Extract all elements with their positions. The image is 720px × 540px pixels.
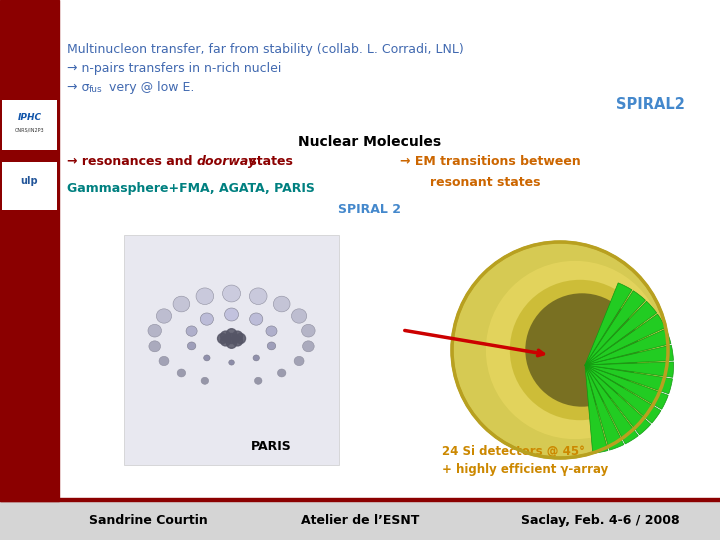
Ellipse shape (266, 326, 277, 336)
Circle shape (227, 334, 237, 343)
Wedge shape (585, 365, 668, 409)
Wedge shape (585, 365, 608, 453)
Ellipse shape (249, 288, 267, 305)
Ellipse shape (254, 377, 262, 384)
Text: Gammasphere+FMA, AGATA, PARIS: Gammasphere+FMA, AGATA, PARIS (67, 182, 315, 195)
Wedge shape (585, 301, 657, 365)
Text: Nuclear Molecules: Nuclear Molecules (298, 135, 441, 149)
Circle shape (233, 336, 243, 346)
Wedge shape (585, 314, 665, 365)
Ellipse shape (177, 369, 186, 377)
Ellipse shape (250, 313, 263, 325)
Text: → σ: → σ (67, 81, 89, 94)
Ellipse shape (452, 242, 668, 458)
Ellipse shape (148, 325, 161, 337)
Wedge shape (585, 291, 645, 365)
Text: → resonances and: → resonances and (67, 155, 197, 168)
Wedge shape (585, 362, 673, 377)
Ellipse shape (277, 369, 286, 377)
Bar (2, 162, 57, 210)
Wedge shape (585, 365, 661, 423)
Wedge shape (585, 345, 673, 365)
Text: ulp: ulp (21, 176, 38, 186)
Ellipse shape (200, 313, 213, 325)
Circle shape (233, 331, 243, 341)
Ellipse shape (267, 342, 276, 350)
Wedge shape (585, 283, 632, 365)
Text: Multinucleon transfer, far from stability (collab. L. Corradi, LNL): Multinucleon transfer, far from stabilit… (67, 43, 464, 56)
Bar (0, 501, 720, 540)
Circle shape (227, 338, 237, 348)
Text: fus: fus (89, 85, 103, 94)
Ellipse shape (294, 356, 304, 366)
Text: SPIRAL 2: SPIRAL 2 (338, 203, 402, 216)
Ellipse shape (274, 296, 290, 312)
Ellipse shape (201, 377, 209, 384)
Circle shape (227, 329, 237, 339)
Ellipse shape (196, 288, 214, 305)
Circle shape (235, 334, 246, 343)
Text: SPIRAL2: SPIRAL2 (616, 97, 685, 112)
Text: PARIS: PARIS (251, 440, 292, 453)
Text: Saclay, Feb. 4-6 / 2008: Saclay, Feb. 4-6 / 2008 (521, 514, 680, 527)
Ellipse shape (173, 296, 190, 312)
Ellipse shape (228, 380, 235, 387)
Ellipse shape (526, 293, 639, 407)
Ellipse shape (302, 325, 315, 337)
Ellipse shape (187, 342, 196, 350)
Circle shape (220, 336, 230, 346)
Ellipse shape (302, 341, 314, 352)
Wedge shape (585, 365, 624, 450)
Text: → n-pairs transfers in n-rich nuclei: → n-pairs transfers in n-rich nuclei (67, 62, 282, 75)
Wedge shape (585, 365, 639, 444)
Ellipse shape (486, 261, 664, 439)
Ellipse shape (156, 309, 171, 323)
Ellipse shape (292, 309, 307, 323)
Ellipse shape (149, 341, 161, 352)
Ellipse shape (229, 360, 234, 365)
Text: IPHC: IPHC (17, 112, 42, 122)
Text: resonant states: resonant states (430, 176, 541, 189)
Text: CNRS/IN2P3: CNRS/IN2P3 (14, 127, 45, 132)
Ellipse shape (253, 355, 259, 361)
Wedge shape (585, 329, 671, 365)
Ellipse shape (510, 280, 650, 420)
Ellipse shape (225, 308, 238, 321)
Ellipse shape (186, 326, 197, 336)
Bar (0, 0, 59, 501)
Bar (124, 235, 339, 465)
Circle shape (217, 334, 228, 343)
Text: Sandrine Courtin: Sandrine Courtin (89, 514, 208, 527)
Text: 24 Si detectors @ 45°: 24 Si detectors @ 45° (442, 445, 585, 458)
Circle shape (220, 331, 230, 341)
Text: very @ low E.: very @ low E. (105, 81, 194, 94)
Wedge shape (585, 365, 672, 394)
Bar (2, 100, 57, 150)
Ellipse shape (159, 356, 169, 366)
Ellipse shape (222, 285, 240, 302)
Text: states: states (245, 155, 293, 168)
Bar (0, 498, 720, 501)
Text: → EM transitions between: → EM transitions between (400, 155, 581, 168)
Text: Atelier de l’ESNT: Atelier de l’ESNT (301, 514, 419, 527)
Ellipse shape (204, 355, 210, 361)
Text: doorway: doorway (197, 155, 257, 168)
Wedge shape (585, 365, 651, 435)
Text: + highly efficient γ-array: + highly efficient γ-array (442, 463, 608, 476)
